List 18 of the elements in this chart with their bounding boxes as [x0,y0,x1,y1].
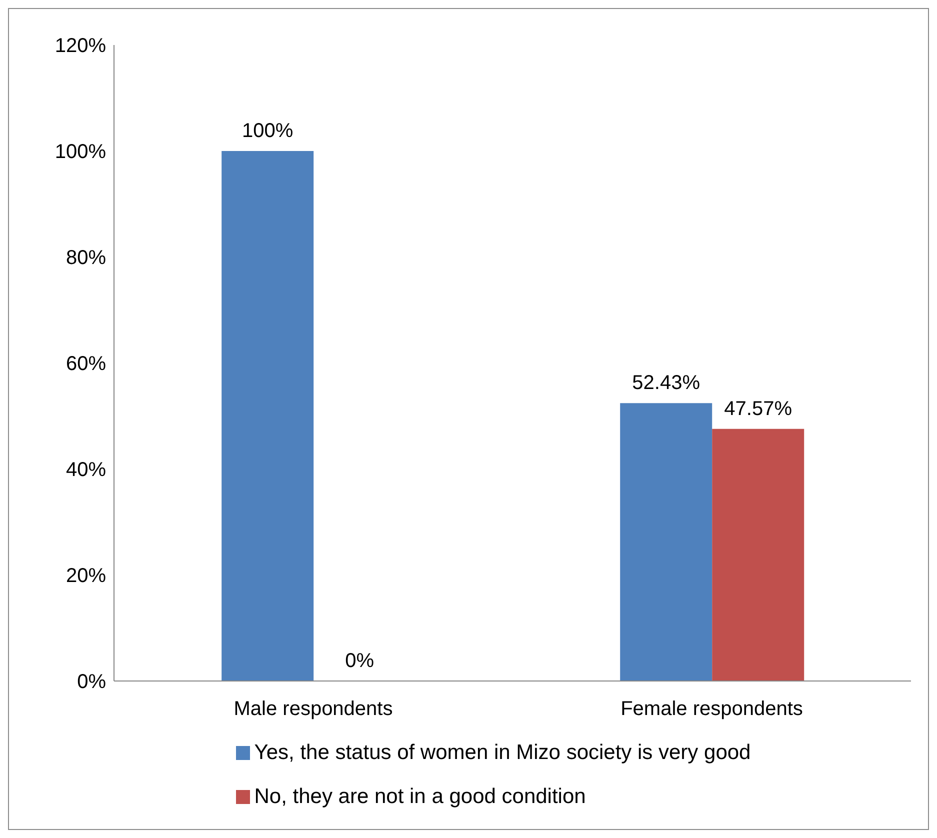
data-label: 47.57% [724,398,792,420]
x-tick-label: Female respondents [620,698,803,720]
y-tick-label: 60% [66,353,106,376]
data-label: 100% [242,120,294,142]
y-tick-label: 40% [66,459,106,482]
y-tick-label: 80% [66,247,106,270]
legend-label: Yes, the status of women in Mizo society is very good [254,741,751,764]
y-tick-label: 0% [77,671,106,694]
data-label: 52.43% [632,372,700,394]
bar [222,151,314,681]
bar [712,428,804,681]
y-tick-label: 120% [54,35,106,58]
bar [620,403,712,681]
x-tick-label: Male respondents [234,698,393,720]
legend-label: No, they are not in a good condition [254,785,586,808]
y-tick-label: 20% [66,565,106,588]
y-tick-label: 100% [54,141,106,164]
data-label: 0% [345,650,374,672]
